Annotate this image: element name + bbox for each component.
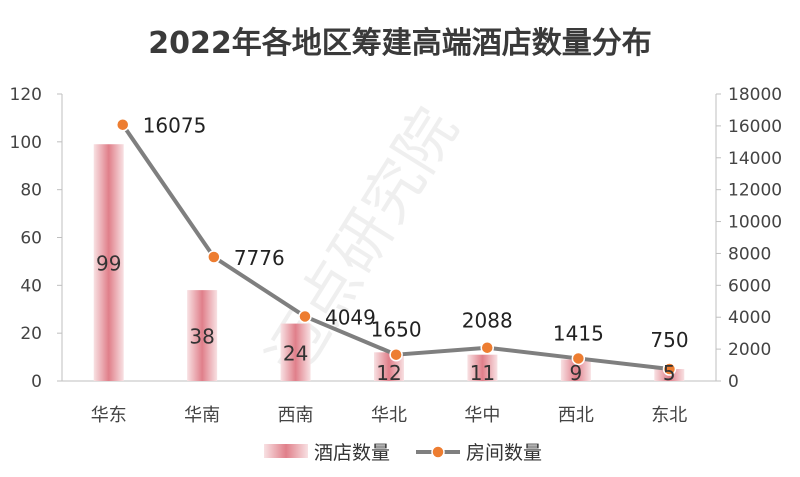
bar-value-label: 11 — [470, 361, 495, 385]
bar-value-label: 12 — [376, 361, 401, 385]
bar-value-label: 99 — [96, 252, 121, 276]
right-tick-label: 2000 — [728, 340, 771, 360]
right-tick-label: 8000 — [728, 244, 771, 264]
left-tick-label: 60 — [20, 229, 42, 249]
bar — [187, 290, 218, 381]
right-tick-label: 10000 — [728, 213, 782, 233]
line-point — [571, 351, 586, 366]
right-tick-label: 4000 — [728, 308, 771, 328]
legend-bar-label: 酒店数量 — [314, 442, 390, 464]
right-tick-label: 0 — [728, 372, 739, 392]
chart-title: 2022年各地区筹建高端酒店数量分布 — [148, 26, 652, 61]
line-value-label: 7776 — [234, 246, 285, 270]
x-tick-label: 西北 — [558, 405, 594, 426]
line-value-label: 4049 — [325, 305, 376, 329]
line-point — [480, 340, 494, 355]
x-tick-label: 华南 — [184, 405, 220, 426]
line-point — [207, 250, 221, 264]
right-tick-label: 14000 — [728, 149, 782, 169]
line-point — [662, 362, 677, 376]
x-tick-label: 东北 — [651, 405, 687, 426]
bar-value-label: 9 — [569, 361, 582, 385]
left-tick-label: 20 — [20, 324, 42, 344]
x-tick-label: 西南 — [278, 405, 314, 426]
left-tick-label: 0 — [31, 372, 42, 392]
bar — [93, 144, 124, 381]
right-tick-label: 12000 — [728, 181, 782, 201]
left-tick-label: 120 — [10, 85, 42, 105]
x-tick-label: 华中 — [464, 405, 500, 426]
bar — [467, 354, 498, 381]
legend-line-label: 房间数量 — [466, 442, 542, 464]
right-tick-label: 18000 — [728, 85, 782, 105]
line-value-label: 1650 — [371, 318, 422, 342]
bar — [560, 359, 591, 381]
x-tick-label: 华东 — [91, 405, 127, 426]
left-tick-label: 100 — [10, 133, 42, 153]
line-point — [389, 347, 403, 362]
legend-bar-swatch — [264, 444, 308, 458]
right-tick-label: 16000 — [728, 117, 782, 137]
x-tick-label: 华北 — [371, 405, 407, 426]
bar-value-label: 38 — [189, 325, 214, 349]
left-tick-label: 80 — [20, 181, 42, 201]
right-tick-label: 6000 — [728, 276, 771, 296]
left-tick-label: 40 — [20, 276, 42, 296]
line-value-label: 1415 — [553, 321, 604, 345]
bar-value-label: 24 — [283, 341, 308, 365]
line-value-label: 750 — [650, 328, 688, 352]
line-value-label: 16075 — [143, 114, 207, 138]
legend-line-marker — [431, 445, 445, 459]
bar — [280, 323, 311, 381]
bar-value-label: 5 — [663, 361, 676, 385]
line-point — [115, 117, 130, 132]
line-value-label: 2088 — [462, 309, 513, 333]
line-point — [298, 309, 312, 324]
